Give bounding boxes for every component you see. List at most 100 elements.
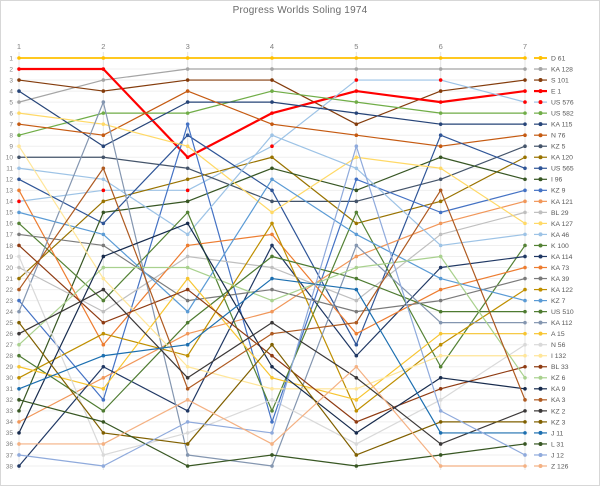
series-marker <box>354 188 359 193</box>
legend-label: KA 121 <box>551 199 573 206</box>
series-marker <box>523 298 527 303</box>
series-marker <box>354 122 359 126</box>
series-marker <box>270 100 274 104</box>
series-marker <box>185 122 190 126</box>
legend-swatch-marker <box>538 320 543 325</box>
series-marker <box>270 353 274 358</box>
legend-swatch-marker <box>538 342 543 347</box>
series-marker <box>101 398 106 402</box>
series-marker <box>438 342 443 347</box>
series-marker <box>101 276 106 281</box>
series-marker <box>17 298 21 303</box>
series-marker <box>17 375 21 380</box>
legend-label: S 101 <box>551 77 569 84</box>
series-marker <box>270 144 274 149</box>
legend-swatch-marker <box>538 177 543 182</box>
series-marker <box>438 387 443 391</box>
series-marker <box>185 431 190 435</box>
series-marker <box>270 188 274 193</box>
legend-swatch-marker <box>538 441 543 446</box>
legend-swatch-marker <box>538 111 543 116</box>
series-marker <box>185 442 190 446</box>
series-marker <box>17 431 21 435</box>
series-marker <box>438 100 443 104</box>
series-marker <box>354 232 359 237</box>
legend-label: KA 128 <box>551 66 573 73</box>
series-marker <box>438 188 443 193</box>
series-marker <box>101 133 106 137</box>
legend-label: E 1 <box>551 88 561 95</box>
series-marker <box>523 166 527 171</box>
y-tick-label: 11 <box>6 166 13 173</box>
series-marker <box>101 144 106 149</box>
series-marker <box>354 100 359 104</box>
y-tick-label: 4 <box>9 88 13 95</box>
series-marker <box>523 309 527 314</box>
series-marker <box>17 331 21 336</box>
legend-swatch-marker <box>538 166 543 171</box>
series-marker <box>101 67 106 71</box>
series-marker <box>17 409 21 413</box>
series-marker <box>354 67 359 71</box>
series-marker <box>185 387 190 391</box>
chart-title: Progress Worlds Soling 1974 <box>232 5 368 16</box>
series-marker <box>17 243 21 248</box>
legend-label: A 15 <box>551 331 565 338</box>
series-marker <box>101 78 106 82</box>
series-marker <box>270 431 274 435</box>
series-marker <box>270 442 274 446</box>
series-marker <box>354 177 359 182</box>
legend-swatch-marker <box>538 463 543 468</box>
series-marker <box>523 144 527 149</box>
legend-swatch-marker <box>538 221 543 226</box>
x-tick-label: 6 <box>439 42 443 51</box>
series-marker <box>523 342 527 347</box>
legend-label: L 31 <box>551 441 564 448</box>
series-marker <box>438 464 443 468</box>
series-marker <box>438 320 443 325</box>
series-marker <box>270 254 274 259</box>
y-tick-label: 13 <box>6 188 14 195</box>
series-marker <box>523 431 527 435</box>
legend-swatch-marker <box>538 243 543 248</box>
series-marker <box>354 342 359 347</box>
series-marker <box>354 155 359 160</box>
series-marker <box>270 56 274 60</box>
series-marker <box>270 298 274 303</box>
series-marker <box>17 56 21 60</box>
series-marker <box>185 364 190 369</box>
x-tick-label: 3 <box>186 42 190 51</box>
series-marker <box>523 111 527 115</box>
legend-swatch-marker <box>538 430 543 435</box>
legend-label: US 510 <box>551 309 574 316</box>
series-marker <box>270 221 274 226</box>
series-marker <box>185 342 190 347</box>
legend-label: KA 3 <box>551 397 566 404</box>
y-tick-label: 29 <box>6 364 14 371</box>
series-marker <box>17 464 21 468</box>
series-marker <box>270 375 274 380</box>
series-marker <box>270 287 274 292</box>
series-marker <box>523 276 527 281</box>
series-marker <box>17 177 21 182</box>
y-tick-label: 25 <box>6 320 14 327</box>
legend-label: KA 120 <box>551 155 573 162</box>
legend-label: KA 115 <box>551 122 573 129</box>
series-marker <box>17 221 21 226</box>
y-tick-label: 7 <box>9 121 13 128</box>
series-marker <box>185 276 190 281</box>
series-marker <box>354 298 359 303</box>
series-marker <box>438 254 443 259</box>
series-marker <box>17 320 21 325</box>
series-marker <box>185 155 190 160</box>
series-marker <box>438 420 443 424</box>
series-marker <box>101 331 106 336</box>
x-tick-label: 7 <box>523 42 527 51</box>
series-marker <box>523 155 527 160</box>
series-marker <box>354 144 359 149</box>
series-marker <box>354 89 359 93</box>
series-marker <box>354 287 359 292</box>
legend-label: N 76 <box>551 133 566 140</box>
series-marker <box>270 464 274 468</box>
series-marker <box>354 364 359 369</box>
